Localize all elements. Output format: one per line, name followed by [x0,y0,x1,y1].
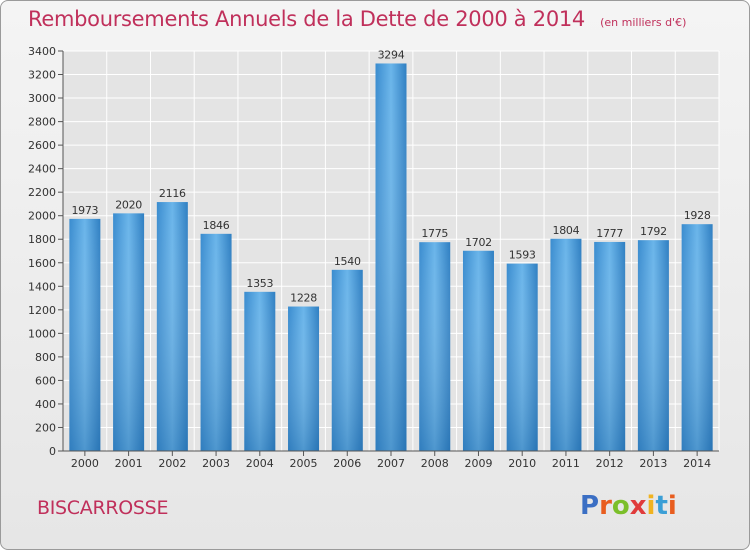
x-tick-label: 2003 [202,457,230,470]
data-label: 1228 [290,292,317,305]
y-tick-label: 2400 [28,163,56,176]
y-tick-label: 3200 [28,69,56,82]
data-label: 2020 [115,198,142,211]
bar-shade [288,306,320,451]
bar-shade [681,224,713,451]
data-label: 1973 [71,204,98,217]
x-tick-label: 2002 [158,457,186,470]
bar-shade [462,250,494,451]
y-tick-label: 1200 [28,304,56,317]
y-tick-label: 1600 [28,257,56,270]
data-label: 1846 [203,219,230,232]
y-tick-label: 1400 [28,280,56,293]
labels-layer: 1973 2020 2116 1846 1353 1228 1540 3294 1775 1702… [71,48,711,305]
data-label: 1593 [509,249,536,262]
data-label: 1775 [421,227,448,240]
logo-letter: t [655,491,668,521]
town-name: BISCARROSSE [37,497,169,519]
logo-letter: x [629,491,647,521]
y-tick-label: 600 [35,374,56,387]
data-label: 1928 [684,209,711,222]
logo-letter: i [667,491,677,521]
logo-letter: P [580,491,600,521]
axis-layer: 0 200 400 600 800 1000 1200 1400 1600 1800 2000 220… [28,45,719,470]
proxiti-logo: Proxiti [580,491,677,521]
bar-shade [69,218,101,451]
y-tick-label: 1000 [28,327,56,340]
y-tick-label: 400 [35,398,56,411]
y-tick-label: 3400 [28,45,56,58]
x-tick-label: 2007 [377,457,405,470]
y-tick-label: 200 [35,421,56,434]
x-tick-label: 2001 [115,457,143,470]
bar-shade [156,202,188,451]
bar-shade [637,240,669,451]
data-label: 1353 [246,277,273,290]
logo-letter: o [611,491,630,521]
x-tick-label: 2013 [639,457,667,470]
bar-shade [506,263,538,451]
data-label: 3294 [378,48,405,61]
y-tick-label: 2000 [28,210,56,223]
bar-shade [550,238,582,451]
x-tick-label: 2009 [464,457,492,470]
bar-shade [200,233,232,451]
y-tick-label: 2600 [28,139,56,152]
y-tick-label: 2800 [28,116,56,129]
data-label: 1540 [334,255,361,268]
y-tick-label: 0 [49,445,56,458]
unit-note: (en milliers d'€) [600,16,687,29]
bars-layer [69,63,713,452]
chart-title: Remboursements Annuels de la Dette de 20… [28,7,585,31]
data-label: 1702 [465,236,492,249]
bar-shade [113,213,145,451]
logo-letter: r [599,491,612,521]
data-label: 1792 [640,225,667,238]
bar-shade [594,241,626,451]
y-tick-label: 3000 [28,92,56,105]
bar-shade [419,242,451,451]
x-tick-label: 2011 [552,457,580,470]
x-tick-label: 2005 [290,457,318,470]
chart-title-row: Remboursements Annuels de la Dette de 20… [28,7,686,31]
x-tick-label: 2012 [596,457,624,470]
x-tick-label: 2000 [71,457,99,470]
x-tick-label: 2004 [246,457,274,470]
bar-shade [375,63,407,452]
bar-shade [331,269,363,451]
y-tick-label: 1800 [28,233,56,246]
x-tick-label: 2010 [508,457,536,470]
x-tick-label: 2006 [333,457,361,470]
x-tick-label: 2008 [421,457,449,470]
y-tick-label: 800 [35,351,56,364]
data-label: 1777 [596,227,623,240]
bar-shade [244,291,276,451]
data-label: 1804 [553,224,580,237]
y-tick-label: 2200 [28,186,56,199]
logo-letter: i [646,491,656,521]
data-label: 2116 [159,187,186,200]
x-tick-label: 2014 [683,457,711,470]
